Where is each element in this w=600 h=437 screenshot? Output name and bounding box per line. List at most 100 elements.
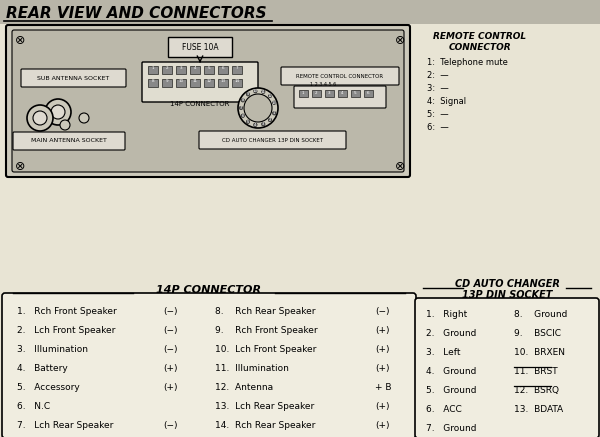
Text: (−): (−) [375,307,389,316]
Text: 6.   ACC: 6. ACC [426,405,462,414]
Circle shape [45,99,71,125]
Bar [162,79,172,87]
Text: 4.   Ground: 4. Ground [426,367,476,376]
Text: 8.    Ground: 8. Ground [514,310,568,319]
Bar [299,90,308,97]
Circle shape [51,105,65,119]
Text: 1.   Rch Front Speaker: 1. Rch Front Speaker [17,307,117,316]
Text: 1:  Telephone mute: 1: Telephone mute [427,58,508,67]
Bar [364,90,373,97]
Text: ⊗: ⊗ [395,34,405,46]
Text: MAIN ANTENNA SOCKET: MAIN ANTENNA SOCKET [31,139,107,143]
Bar [176,66,186,74]
Circle shape [244,94,272,122]
Text: (+): (+) [375,364,389,373]
Bar [0,0,600,24]
Bar [148,79,158,87]
FancyBboxPatch shape [294,86,386,108]
Text: 5: 5 [353,91,356,95]
Text: 6:  —: 6: — [427,123,449,132]
FancyBboxPatch shape [199,131,346,149]
Text: (−): (−) [163,326,178,335]
Text: ⊗: ⊗ [15,160,25,173]
Text: CONNECTOR: CONNECTOR [449,43,511,52]
Text: 9.    BSCIC: 9. BSCIC [514,329,561,338]
Text: (+): (+) [163,364,178,373]
Text: 13P DIN SOCKET: 13P DIN SOCKET [462,290,552,300]
Bar [232,66,242,74]
Circle shape [272,111,276,115]
Text: REAR VIEW AND CONNECTORS: REAR VIEW AND CONNECTORS [6,6,266,21]
Text: 11: 11 [193,79,197,83]
Circle shape [262,90,265,94]
Text: 6: 6 [367,91,370,95]
FancyBboxPatch shape [12,30,404,172]
Circle shape [60,120,70,130]
Text: (+): (+) [375,402,389,411]
Text: 2:  —: 2: — [427,71,449,80]
Text: 9.    Rch Front Speaker: 9. Rch Front Speaker [215,326,317,335]
Circle shape [254,123,257,127]
Text: 7: 7 [240,106,242,110]
Text: 8: 8 [152,79,154,83]
Text: 3.   Left: 3. Left [426,348,461,357]
Text: 12: 12 [268,94,272,98]
Text: 1: 1 [152,66,154,70]
Text: + B: + B [375,383,392,392]
Bar [338,90,347,97]
Text: 3.   Illumination: 3. Illumination [17,345,88,354]
Text: (−): (−) [163,345,178,354]
Bar [218,66,228,74]
FancyBboxPatch shape [2,293,416,437]
Text: REMOTE CONTROL CONNECTOR: REMOTE CONTROL CONNECTOR [296,73,383,79]
Text: 6: 6 [242,114,244,118]
Bar [148,66,158,74]
Text: (+): (+) [163,383,178,392]
Text: 3: 3 [328,91,331,95]
Text: 5.   Accessory: 5. Accessory [17,383,80,392]
Bar [168,37,232,57]
Text: 13: 13 [272,101,277,105]
Bar [232,79,242,87]
Text: 8.    Rch Rear Speaker: 8. Rch Rear Speaker [215,307,316,316]
FancyBboxPatch shape [13,132,125,150]
Text: 10: 10 [178,79,184,83]
FancyBboxPatch shape [21,69,126,87]
Circle shape [246,93,250,96]
Text: 9: 9 [247,92,249,96]
Text: 12.  BSRQ: 12. BSRQ [514,386,559,395]
Circle shape [272,101,276,104]
Text: 7.   Lch Rear Speaker: 7. Lch Rear Speaker [17,421,113,430]
Text: 14P CONNECTOR: 14P CONNECTOR [157,285,262,295]
FancyBboxPatch shape [142,62,258,102]
Text: 11.  Illumination: 11. Illumination [215,364,289,373]
Text: 4: 4 [194,66,196,70]
FancyBboxPatch shape [415,298,599,437]
Text: 3: 3 [262,122,265,126]
Text: 5.   Ground: 5. Ground [426,386,476,395]
Text: 10.  BRXEN: 10. BRXEN [514,348,565,357]
Text: 6.   N.C: 6. N.C [17,402,50,411]
Bar [204,66,214,74]
Text: (+): (+) [375,345,389,354]
Text: 3:  —: 3: — [427,84,449,93]
Text: 2: 2 [269,118,271,122]
Text: 14P CONNECTOR: 14P CONNECTOR [170,101,230,107]
Text: (+): (+) [375,421,389,430]
Circle shape [268,118,272,122]
Text: 2: 2 [166,66,169,70]
Text: 9: 9 [166,79,169,83]
Text: 7.   Ground: 7. Ground [426,424,476,433]
Text: 7: 7 [236,66,238,70]
Text: 2: 2 [314,91,317,95]
Text: 5: 5 [247,120,249,124]
Text: 11: 11 [261,90,266,94]
Circle shape [239,106,243,110]
Text: 3: 3 [179,66,182,70]
Text: 11.  BRST: 11. BRST [514,367,557,376]
Circle shape [79,113,89,123]
Circle shape [268,94,272,98]
Circle shape [33,111,47,125]
Text: 1: 1 [302,91,304,95]
Text: 6: 6 [221,66,224,70]
